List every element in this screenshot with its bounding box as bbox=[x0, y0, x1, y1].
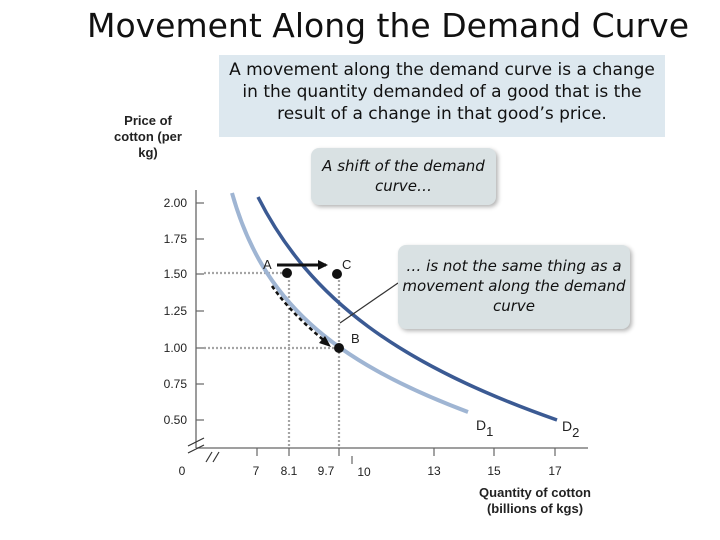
y-tick-label: 0.75 bbox=[164, 377, 188, 391]
definition-box: A movement along the demand curve is a c… bbox=[219, 55, 665, 137]
x-tick-label: 10 bbox=[357, 465, 371, 479]
y-tick-label: 1.75 bbox=[164, 232, 188, 246]
y-tick-label: 1.50 bbox=[164, 267, 188, 281]
point-a-label: A bbox=[263, 257, 272, 272]
x-axis-break bbox=[205, 451, 220, 463]
shift-arrowhead bbox=[318, 260, 328, 270]
y-tick-label: 1.00 bbox=[164, 341, 188, 355]
y-axis-break bbox=[187, 437, 205, 454]
demand-curve-d1 bbox=[230, 192, 469, 414]
x-tick-label: 15 bbox=[487, 464, 501, 478]
point-b bbox=[334, 343, 344, 353]
point-c bbox=[332, 269, 342, 279]
x-tick-label: 8.1 bbox=[281, 464, 298, 478]
curve-d2-label: D2 bbox=[562, 418, 579, 440]
y-tick-label: 2.00 bbox=[164, 196, 188, 210]
demand-curve-d2 bbox=[256, 196, 558, 422]
y-axis-label: Price of cotton (per kg) bbox=[114, 113, 182, 160]
point-c-label: C bbox=[342, 257, 351, 272]
point-b-label: B bbox=[351, 331, 360, 346]
x-tick-label: 13 bbox=[427, 464, 441, 478]
x-tick-label: 9.7 bbox=[318, 464, 335, 478]
y-tick-label: 1.25 bbox=[164, 304, 188, 318]
x-tick-label: 7 bbox=[253, 464, 260, 478]
slide-title: Movement Along the Demand Curve bbox=[86, 6, 689, 45]
shift-callout: A shift of the demand curve… bbox=[311, 148, 496, 205]
x-tick-label: 0 bbox=[179, 464, 186, 478]
movement-arrow bbox=[270, 285, 327, 343]
point-a bbox=[282, 268, 292, 278]
curve-d1-label: D1 bbox=[476, 417, 493, 439]
y-ticks bbox=[196, 202, 204, 421]
callout-connector bbox=[339, 282, 399, 324]
y-tick-label: 0.50 bbox=[164, 413, 188, 427]
x-ticks bbox=[256, 448, 556, 464]
guide-lines bbox=[204, 271, 341, 448]
movement-arrowhead bbox=[319, 336, 331, 347]
x-tick-label: 17 bbox=[548, 464, 562, 478]
not-same-callout: … is not the same thing as a movement al… bbox=[398, 245, 630, 329]
x-axis-label: Quantity of cotton (billions of kgs) bbox=[479, 485, 591, 516]
